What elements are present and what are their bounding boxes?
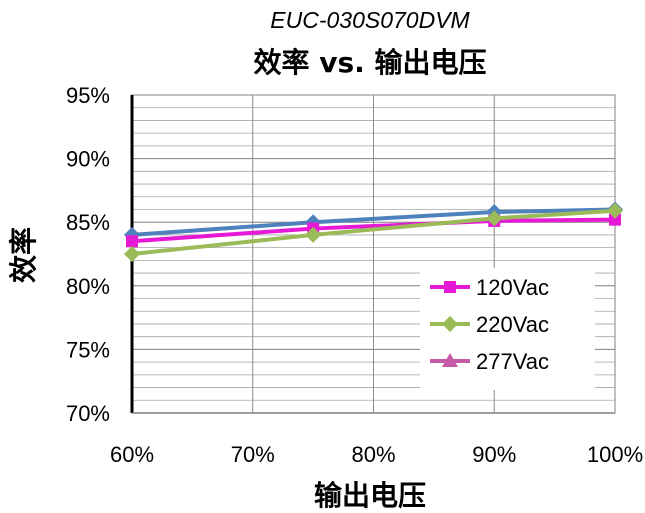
y-tick-label: 90% bbox=[66, 147, 110, 172]
y-tick-label: 70% bbox=[66, 401, 110, 426]
series-layer bbox=[124, 201, 623, 262]
series-line bbox=[131, 207, 616, 237]
legend-entry: 277Vac bbox=[476, 349, 549, 374]
series-2 bbox=[124, 202, 623, 262]
data-point bbox=[126, 235, 138, 248]
y-tick-label: 95% bbox=[66, 83, 110, 108]
legend-marker bbox=[442, 353, 458, 367]
legend-entry: 220Vac bbox=[476, 312, 549, 337]
data-point bbox=[305, 226, 322, 243]
legend-marker bbox=[442, 316, 458, 332]
chart-title: 效率 vs. 输出电压 bbox=[253, 46, 486, 79]
legend-entry: 120Vac bbox=[476, 275, 549, 300]
x-tick-label: 70% bbox=[231, 442, 275, 467]
y-tick-labels: 70% 75% 80% 85% 90% 95% bbox=[66, 83, 110, 426]
x-tick-label: 90% bbox=[472, 442, 516, 467]
data-point bbox=[607, 202, 623, 219]
y-tick-label: 85% bbox=[66, 210, 110, 235]
legend: 120Vac 220Vac 277Vac bbox=[420, 268, 595, 390]
x-axis-label: 输出电压 bbox=[314, 479, 426, 512]
x-tick-labels: 60% 70% 80% 90% 100% bbox=[110, 442, 643, 467]
x-tick-label: 60% bbox=[110, 442, 154, 467]
y-axis-label: 效率 bbox=[7, 227, 40, 283]
y-tick-label: 75% bbox=[66, 337, 110, 362]
x-tick-label: 80% bbox=[351, 442, 395, 467]
data-point bbox=[124, 246, 140, 262]
y-tick-label: 80% bbox=[66, 274, 110, 299]
data-point bbox=[609, 213, 621, 226]
series-line bbox=[131, 208, 616, 256]
data-point bbox=[486, 210, 503, 227]
legend-marker bbox=[444, 281, 456, 293]
x-tick-label: 100% bbox=[587, 442, 643, 467]
chart-model-label: EUC-030S070DVM bbox=[270, 7, 470, 33]
